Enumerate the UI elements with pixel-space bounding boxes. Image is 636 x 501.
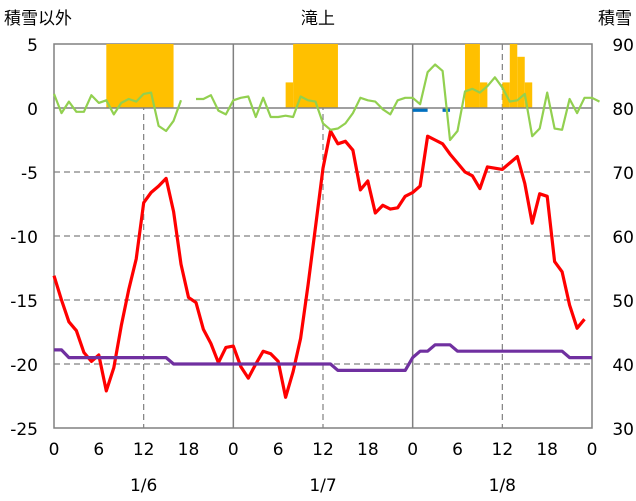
y-right-tick-label: 50	[612, 292, 634, 312]
x-tick-label: 12	[312, 440, 334, 460]
y-left-tick-label: -20	[10, 356, 38, 376]
x-tick-label: 6	[452, 440, 463, 460]
y-right-tick-label: 40	[612, 356, 634, 376]
orange-bar-3	[464, 44, 480, 108]
y-right-tick-label: 90	[612, 36, 634, 56]
series-line-purple	[54, 343, 592, 372]
y-right-axis-label: 積雪	[598, 9, 632, 29]
series-lines	[52, 63, 600, 399]
day-label: 1/7	[309, 476, 336, 496]
y-left-tick-label: -5	[21, 164, 38, 184]
y-left-tick-label: 5	[27, 36, 38, 56]
y-left-tick-label: -25	[10, 420, 38, 440]
orange-bar-7	[517, 56, 525, 108]
x-tick-label: 0	[407, 440, 418, 460]
x-tick-label: 6	[273, 440, 284, 460]
x-ticks: 0 6 12 18 0 6 12 18 0 6 12 18 0	[49, 440, 598, 460]
series-line-red	[52, 129, 586, 399]
x-tick-label: 0	[587, 440, 598, 460]
series-line-green	[52, 63, 600, 142]
x-tick-label: 18	[536, 440, 558, 460]
x-tick-label: 12	[492, 440, 514, 460]
y-left-axis-label: 積雪以外	[4, 9, 72, 29]
x-tick-label: 12	[133, 440, 155, 460]
orange-bar-4	[479, 82, 488, 108]
y-right-tick-label: 60	[612, 228, 634, 248]
orange-bars	[106, 44, 533, 108]
orange-bar-6	[509, 44, 518, 108]
y-left-tick-label: -10	[10, 228, 38, 248]
blue-bar-0	[412, 108, 428, 112]
x-tick-label: 18	[178, 440, 200, 460]
y-right-ticks: 90 80 70 60 50 40 30	[612, 36, 634, 440]
x-tick-label: 0	[49, 440, 60, 460]
y-right-tick-label: 80	[612, 100, 634, 120]
orange-bar-8	[524, 82, 533, 108]
day-label: 1/8	[489, 476, 516, 496]
y-left-tick-label: 0	[27, 100, 38, 120]
y-left-tick-label: -15	[10, 292, 38, 312]
chart-title: 滝上	[301, 9, 335, 29]
orange-bar-1	[285, 82, 294, 108]
y-right-tick-label: 70	[612, 164, 634, 184]
day-labels: 1/6 1/7 1/8	[130, 476, 516, 496]
day-label: 1/6	[130, 476, 157, 496]
x-tick-label: 18	[357, 440, 379, 460]
y-right-tick-label: 30	[612, 420, 634, 440]
x-tick-label: 0	[228, 440, 239, 460]
x-tick-label: 6	[93, 440, 104, 460]
y-left-ticks: 5 0 -5 -10 -15 -20 -25	[10, 36, 38, 440]
